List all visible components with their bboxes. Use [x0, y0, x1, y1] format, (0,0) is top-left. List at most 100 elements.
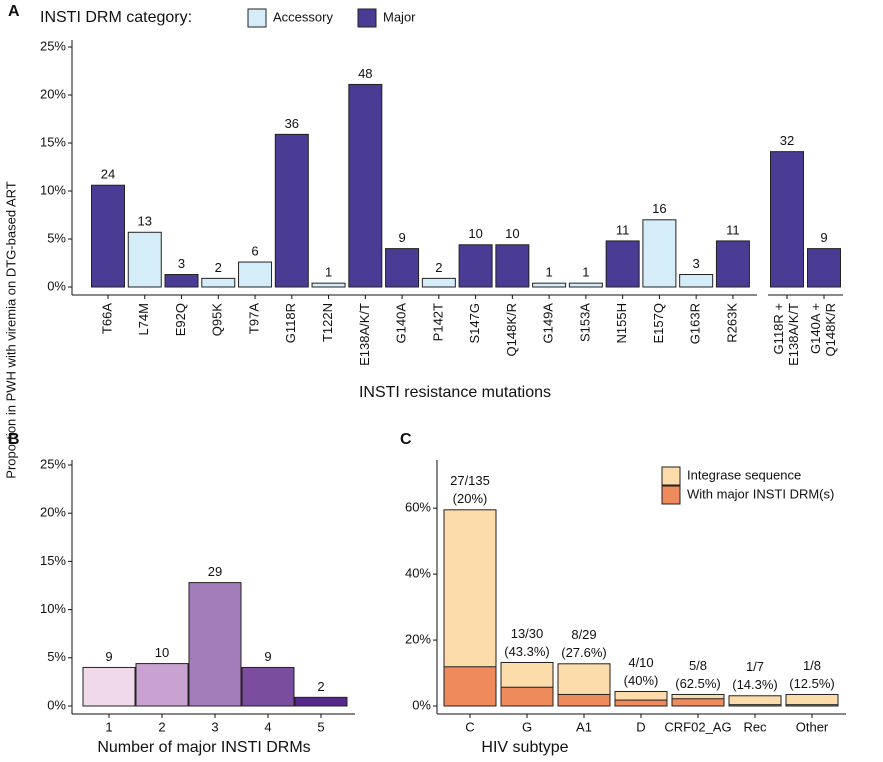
y-tick-label: 15% [40, 553, 66, 568]
panel-label: B [8, 431, 20, 448]
x-tick-label: T122N [320, 303, 335, 342]
data-label: 13 [138, 214, 152, 229]
annotation: 1/7 [746, 659, 764, 674]
y-tick-label: 15% [40, 134, 66, 149]
data-label: 6 [251, 243, 258, 258]
bar [557, 693, 611, 707]
bar [274, 133, 309, 288]
bar [715, 240, 750, 288]
x-axis-label: INSTI resistance mutations [359, 384, 551, 401]
data-label: 32 [780, 133, 794, 148]
x-tick-label: 1 [105, 719, 112, 734]
y-tick-label: 5% [47, 649, 66, 664]
bar [82, 666, 136, 707]
x-tick-label: E157Q [651, 303, 666, 343]
x-tick-label: G149A [541, 303, 556, 344]
y-tick-label: 0% [412, 697, 431, 712]
bar [385, 248, 420, 288]
data-label: 3 [693, 256, 700, 271]
data-label: 11 [616, 222, 630, 237]
bar [294, 696, 348, 707]
bar [495, 244, 530, 288]
x-tick-label: Rec [743, 719, 767, 734]
data-label: 1 [546, 265, 553, 280]
bar [164, 274, 199, 288]
x-tick-label: 2 [158, 719, 165, 734]
y-tick-label: 0% [47, 278, 66, 293]
y-tick-label: 0% [47, 697, 66, 712]
bar [421, 277, 456, 288]
legend-swatch [247, 8, 267, 28]
legend-swatch [661, 466, 681, 486]
annotation: (12.5%) [789, 676, 835, 691]
x-tick-label: Other [796, 719, 829, 734]
data-label: 24 [101, 167, 115, 182]
panel-label: C [400, 431, 412, 448]
x-tick-label: D [636, 719, 645, 734]
legend-label: Accessory [273, 9, 333, 24]
annotation: 13/30 [511, 626, 544, 641]
x-tick-label: E138A/K/T [357, 303, 372, 366]
annotation: (62.5%) [675, 676, 721, 691]
x-tick-label: S153A [577, 303, 592, 342]
data-label: 2 [435, 260, 442, 275]
y-tick-label: 10% [40, 182, 66, 197]
bar [241, 666, 295, 707]
bar [671, 698, 725, 707]
y-tick-label: 40% [405, 566, 431, 581]
bar [679, 274, 714, 288]
x-tick-label: Q148K/R [823, 303, 838, 356]
x-axis-label: Number of major INSTI DRMs [97, 739, 310, 756]
bar [127, 231, 162, 288]
x-tick-label: 5 [317, 719, 324, 734]
bar [770, 151, 804, 288]
y-tick-label: 20% [405, 631, 431, 646]
annotation: (40%) [624, 673, 659, 688]
y-tick-label: 25% [40, 456, 66, 471]
annotation: 8/29 [571, 627, 596, 642]
legend-label: Integrase sequence [687, 467, 801, 482]
x-tick-label: G140A + [808, 303, 823, 354]
y-tick-label: 25% [40, 38, 66, 53]
bar [135, 663, 189, 707]
y-axis-label: Proportion in PWH with viremia on DTG-ba… [3, 181, 18, 478]
bar [500, 686, 554, 707]
data-label: 10 [468, 226, 482, 241]
bar [311, 282, 346, 288]
x-tick-label: R263K [724, 303, 739, 343]
data-label: 9 [264, 649, 271, 664]
x-tick-label: G118R + [771, 303, 786, 354]
annotation: (27.6%) [561, 645, 607, 660]
bar [728, 704, 782, 707]
x-tick-label: N155H [614, 303, 629, 343]
bar [238, 261, 273, 288]
x-tick-label: T66A [99, 303, 114, 334]
data-label: 2 [215, 260, 222, 275]
panel-label: A [8, 3, 20, 20]
data-label: 29 [208, 564, 222, 579]
x-tick-label: Q148K/R [504, 303, 519, 356]
y-tick-label: 5% [47, 230, 66, 245]
bar [785, 704, 839, 707]
annotation: 5/8 [689, 658, 707, 673]
x-tick-label: Q95K [210, 303, 225, 337]
x-tick-label: 3 [211, 719, 218, 734]
x-tick-label: A1 [576, 719, 592, 734]
data-label: 1 [325, 265, 332, 280]
bar [458, 244, 493, 288]
y-tick-label: 10% [40, 601, 66, 616]
x-tick-label: G140A [394, 303, 409, 344]
y-tick-label: 20% [40, 86, 66, 101]
x-tick-label: E92Q [173, 303, 188, 336]
annotation: (20%) [453, 491, 488, 506]
x-tick-label: 4 [264, 719, 271, 734]
annotation: 4/10 [628, 655, 653, 670]
data-label: 3 [178, 256, 185, 271]
bar [443, 666, 497, 707]
bar [605, 240, 640, 288]
legend-label: With major INSTI DRM(s) [687, 486, 834, 501]
legend-swatch [357, 8, 377, 28]
bar [91, 184, 125, 288]
x-tick-label: G118R [283, 303, 298, 343]
